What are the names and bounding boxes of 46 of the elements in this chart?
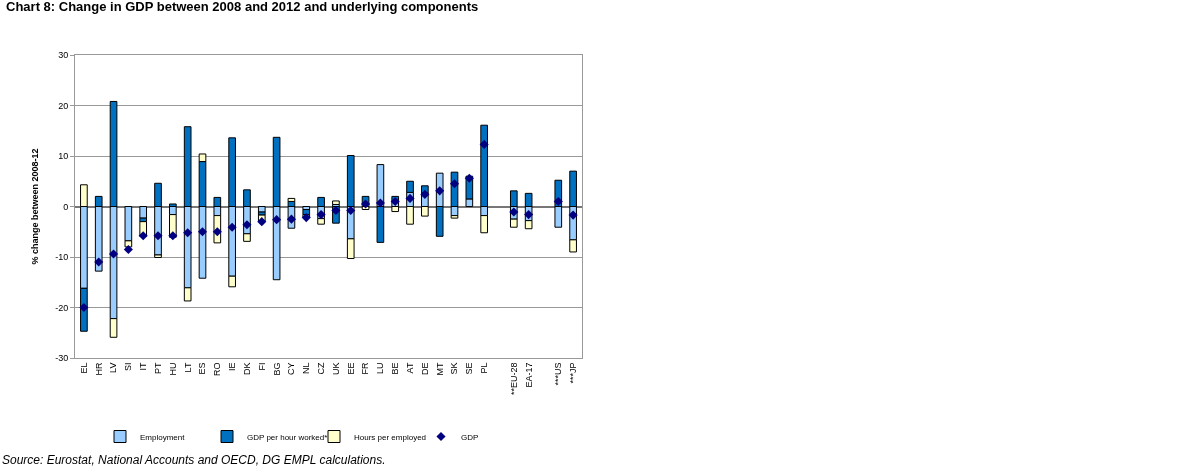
x-tick-label: AT: [404, 362, 415, 374]
y-tick-label: 20: [58, 100, 69, 111]
y-tick-label: 30: [58, 50, 69, 61]
x-tick-label: IE: [227, 362, 238, 372]
x-tick-label: EA-17: [523, 362, 534, 388]
x-tick-label: MT: [434, 362, 445, 376]
x-tick-label: BG: [271, 362, 282, 376]
x-tick-label: SI: [123, 362, 134, 372]
x-tick-label: SK: [449, 362, 460, 375]
x-tick-label: EL: [78, 362, 89, 374]
source-note: Source: Eurostat, National Accounts and OECD, DG EMPL calculations.: [2, 453, 386, 467]
x-tick-label: ES: [197, 362, 208, 375]
x-tick-label: UK: [330, 362, 341, 376]
x-tick-label: HU: [167, 362, 178, 376]
legend-label: Hours per employed: [354, 432, 427, 442]
x-tick-label: ***JP: [568, 362, 579, 384]
x-tick-label: RO: [212, 362, 223, 377]
x-tick-label: PL: [479, 362, 490, 374]
x-tick-label: EE: [345, 362, 356, 375]
x-tick-label: HR: [93, 362, 104, 376]
legend-label: Employment: [140, 432, 186, 442]
x-tick-label: FI: [256, 362, 267, 371]
x-tick-label: FR: [360, 362, 371, 375]
y-tick-label: -10: [55, 252, 69, 263]
y-tick-label: 0: [63, 201, 69, 212]
legend-label: GDP per hour worked*: [247, 432, 328, 442]
x-tick-label: IT: [138, 362, 149, 371]
y-tick-label: -30: [55, 353, 69, 364]
x-tick-label: LV: [108, 362, 119, 373]
x-tick-label: DK: [241, 362, 252, 376]
x-tick-label: NL: [301, 362, 312, 375]
x-tick-label: DE: [419, 362, 430, 376]
legend-label: GDP: [461, 432, 479, 442]
x-tick-label: LT: [182, 362, 193, 373]
y-axis-title: % change between 2008-12: [29, 148, 40, 265]
x-tick-label: CZ: [316, 362, 327, 375]
chart-title: Chart 8: Change in GDP between 2008 and 2012 and underlying components: [6, 0, 479, 15]
x-tick-label: SE: [464, 362, 475, 375]
x-tick-label: PT: [152, 362, 163, 375]
x-tick-label: CY: [286, 362, 297, 376]
y-tick-label: -20: [55, 302, 69, 313]
x-tick-label: ***US: [553, 362, 564, 386]
x-tick-label: LU: [375, 362, 386, 375]
y-tick-label: 10: [58, 151, 69, 162]
x-tick-label: **EU-28: [508, 362, 519, 396]
x-tick-label: BE: [390, 362, 401, 375]
